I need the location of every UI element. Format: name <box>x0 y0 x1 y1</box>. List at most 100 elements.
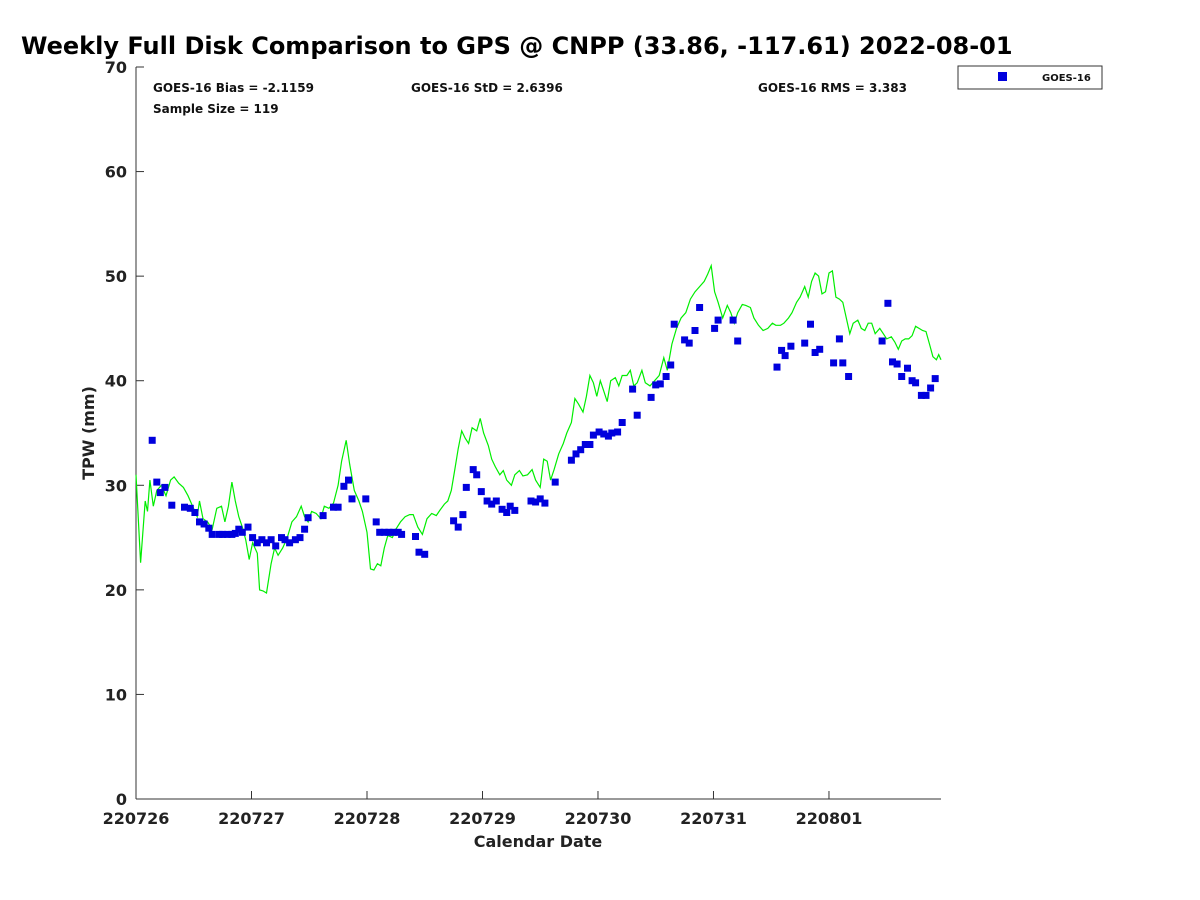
goes16-point <box>608 429 616 437</box>
goes16-point <box>454 523 462 531</box>
goes16-point <box>898 373 906 380</box>
goes16-point <box>567 456 575 464</box>
goes16-point <box>415 548 423 556</box>
goes16-point <box>581 441 589 448</box>
goes16-point <box>541 499 549 507</box>
goes16-point <box>532 498 540 506</box>
goes16-point <box>398 530 406 538</box>
goes16-point <box>811 349 819 356</box>
goes16-point <box>186 504 194 512</box>
goes16-point <box>205 524 213 532</box>
goes16-point <box>889 358 896 366</box>
goes16-point <box>801 339 809 347</box>
goes16-point <box>200 520 208 528</box>
goes16-point <box>258 536 266 544</box>
x-tick-label: 220728 <box>334 809 401 828</box>
goes16-point <box>691 327 699 334</box>
goes16-point <box>340 482 348 490</box>
x-tick-label: 220731 <box>680 809 747 828</box>
stat-std: GOES-16 StD = 2.6396 <box>411 81 563 95</box>
goes16-point <box>459 511 467 519</box>
goes16-point <box>922 391 930 399</box>
goes16-point <box>656 380 664 388</box>
goes16-point <box>345 476 352 484</box>
goes16-point <box>816 345 824 353</box>
goes16-point <box>595 428 603 436</box>
goes16-point <box>667 361 675 369</box>
goes16-point <box>348 495 356 503</box>
goes16-point <box>330 503 337 511</box>
goes16-point <box>506 502 514 510</box>
goes16-point <box>927 384 935 392</box>
goes16-point <box>208 530 216 538</box>
goes16-point <box>253 539 261 547</box>
legend-box <box>957 65 1103 90</box>
goes16-point <box>238 528 246 536</box>
goes16-point <box>572 450 580 458</box>
goes16-point <box>488 500 496 508</box>
goes16-point <box>219 530 227 538</box>
stat-sample-size: Sample Size = 119 <box>153 102 279 116</box>
goes16-point <box>618 419 626 426</box>
goes16-point <box>773 363 781 371</box>
goes16-point <box>385 528 393 536</box>
stat-bias: GOES-16 Bias = -2.1159 <box>153 81 314 95</box>
goes16-point <box>652 381 660 389</box>
goes16-point <box>729 316 737 324</box>
goes16-point <box>878 337 886 345</box>
goes16-point <box>714 316 722 324</box>
goes16-point <box>884 299 892 307</box>
goes16-point <box>362 495 370 503</box>
goes16-point <box>231 529 239 537</box>
goes16-point <box>498 505 506 513</box>
goes16-point <box>334 503 342 511</box>
goes16-point <box>286 539 294 547</box>
goes16-point <box>912 379 920 387</box>
goes16-point <box>390 528 398 536</box>
goes16-point <box>681 336 689 344</box>
x-tick-label: 220726 <box>103 809 170 828</box>
chart-title: Weekly Full Disk Comparison to GPS @ CNP… <box>21 32 1013 60</box>
y-tick-label: 60 <box>105 163 127 182</box>
goes16-point <box>181 503 188 511</box>
goes16-point <box>503 509 511 516</box>
goes16-point <box>633 411 641 419</box>
goes16-point <box>376 528 384 536</box>
goes16-point <box>291 536 299 544</box>
goes16-point <box>477 488 485 496</box>
goes16-point <box>223 530 231 538</box>
y-axis-label: TPW (mm) <box>79 386 98 480</box>
x-tick-label: 220730 <box>565 809 632 828</box>
goes16-point <box>263 539 270 547</box>
goes16-point <box>296 534 304 542</box>
y-tick-label: 70 <box>105 58 127 77</box>
gps-series-line <box>135 263 942 594</box>
goes16-point <box>473 471 481 479</box>
goes16-point <box>196 518 203 526</box>
axes: 0 10 20 30 40 50 60 70 220726 220727 220728 220729 2… <box>103 58 941 828</box>
goes16-point <box>787 342 795 350</box>
goes16-point <box>244 523 252 531</box>
y-tick-label: 10 <box>105 685 127 704</box>
goes16-point <box>845 373 853 380</box>
goes16-point <box>711 324 719 332</box>
goes16-point <box>319 512 327 520</box>
goes16-point <box>629 385 637 393</box>
x-tick-label: 220729 <box>449 809 516 828</box>
goes16-point <box>536 495 544 503</box>
y-tick-label: 20 <box>105 581 127 600</box>
goes16-point <box>904 364 911 372</box>
goes16-point <box>301 525 309 533</box>
goes16-point <box>551 478 559 486</box>
goes16-point <box>412 533 419 540</box>
goes16-point <box>586 441 594 448</box>
goes16-point <box>781 352 789 360</box>
goes16-point <box>778 346 786 354</box>
goes16-point <box>696 304 704 311</box>
goes16-point <box>662 373 670 380</box>
goes16-point <box>462 483 470 491</box>
goes16-point <box>830 359 838 367</box>
goes16-point <box>647 393 655 401</box>
goes16-point <box>304 514 312 522</box>
